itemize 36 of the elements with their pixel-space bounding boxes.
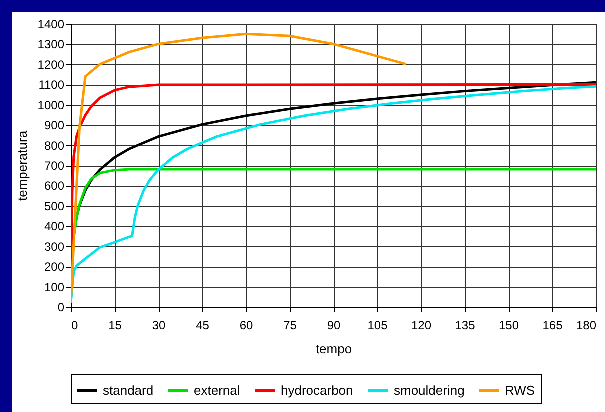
y-tick-label: 600	[44, 179, 65, 194]
y-tick-label: 1100	[38, 78, 65, 92]
x-tick-label: 0	[72, 318, 78, 332]
x-tick-label: 75	[284, 318, 298, 332]
x-tick-label: 15	[108, 318, 122, 332]
y-tick-label: 500	[44, 199, 65, 214]
x-tick-label: 45	[196, 318, 210, 332]
y-tick-label: 900	[44, 118, 65, 133]
x-tick-label: 135	[455, 318, 476, 332]
x-tick-label: 30	[152, 318, 166, 332]
legend-label: smouldering	[394, 382, 465, 398]
legend-label: hydrocarbon	[281, 382, 354, 398]
x-tick-label: 180	[576, 318, 597, 332]
y-tick-label: 1000	[38, 98, 65, 112]
y-tick-label: 200	[44, 260, 65, 274]
legend-label: standard	[103, 382, 154, 398]
legend-label: external	[194, 382, 240, 398]
x-axis-title: tempo	[316, 342, 352, 356]
x-tick-label: 105	[368, 318, 388, 332]
y-axis-title: temperatura	[14, 130, 30, 202]
x-tick-label: 165	[542, 318, 564, 332]
y-tick-label: 1300	[38, 38, 65, 52]
y-tick-label: 700	[44, 159, 65, 173]
y-tick-label: 1400	[38, 18, 65, 32]
y-tick-label: 1200	[38, 58, 65, 72]
y-tick-label: 100	[44, 280, 65, 294]
x-tick-label: 150	[498, 318, 520, 332]
y-tick-label: 800	[44, 138, 65, 153]
legend-label: RWS	[505, 382, 536, 398]
line-series	[71, 32, 408, 304]
y-tick-label: 400	[44, 220, 65, 234]
y-tick-label: 300	[44, 240, 65, 254]
y-tick-label: 0	[58, 300, 65, 314]
x-tick-label: 120	[411, 318, 432, 332]
x-tick-label: 60	[240, 318, 254, 332]
x-tick-label: 90	[327, 318, 341, 332]
